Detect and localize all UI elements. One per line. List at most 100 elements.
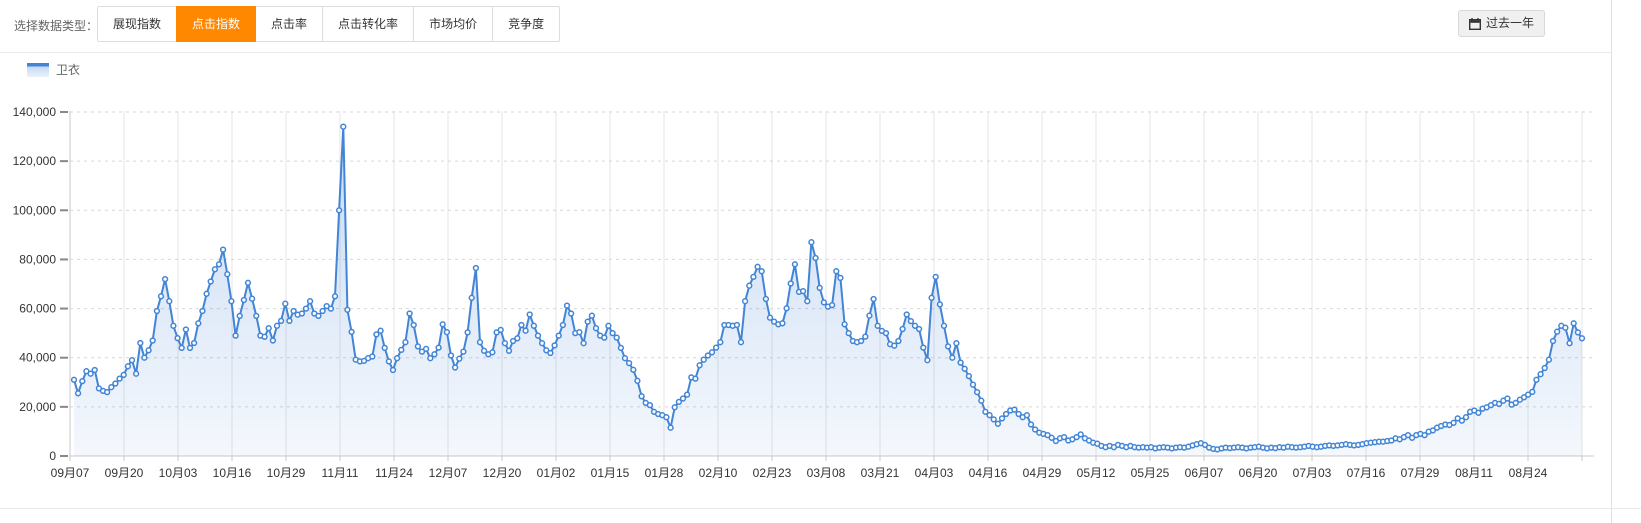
data-point xyxy=(870,295,877,303)
data-point xyxy=(298,310,306,317)
data-point xyxy=(617,344,625,352)
x-axis-label: 09月07 xyxy=(51,466,90,480)
data-point xyxy=(497,326,504,334)
data-point xyxy=(402,339,409,346)
legend-label: 卫衣 xyxy=(56,63,81,77)
data-point xyxy=(186,344,194,352)
x-axis-label: 04月29 xyxy=(1023,466,1062,480)
data-point xyxy=(456,355,463,362)
x-axis-label: 04月16 xyxy=(969,466,1008,480)
data-point xyxy=(422,345,430,353)
data-point xyxy=(1031,426,1039,433)
data-point xyxy=(957,359,964,366)
data-point xyxy=(170,322,177,329)
tab-item-4[interactable]: 市场均价 xyxy=(413,6,494,42)
data-point xyxy=(1404,431,1412,439)
date-range-button[interactable]: 过去一年 xyxy=(1457,10,1545,37)
data-point xyxy=(567,310,575,317)
data-point xyxy=(961,365,968,372)
y-axis-label: 120,000 xyxy=(13,154,57,168)
data-point xyxy=(1077,431,1084,438)
x-axis-label: 11月11 xyxy=(322,466,359,480)
data-point xyxy=(932,273,939,281)
data-point xyxy=(1011,406,1018,413)
data-point xyxy=(754,263,761,270)
data-point xyxy=(451,364,459,371)
data-point xyxy=(737,339,745,346)
data-point xyxy=(994,420,1002,427)
data-point xyxy=(766,314,774,321)
data-point xyxy=(563,302,571,309)
data-point xyxy=(750,273,757,281)
data-point xyxy=(480,347,488,354)
data-type-label: 选择数据类型： xyxy=(14,19,99,33)
data-point xyxy=(679,395,687,402)
data-point xyxy=(936,301,944,308)
data-point xyxy=(178,344,185,352)
data-point xyxy=(663,414,670,421)
data-point xyxy=(982,408,989,415)
data-point xyxy=(468,294,475,301)
data-point xyxy=(779,320,786,327)
x-axis-label: 07月03 xyxy=(1293,466,1332,480)
data-point xyxy=(248,295,256,302)
data-point xyxy=(91,366,98,374)
data-point xyxy=(132,370,140,377)
data-point xyxy=(746,282,753,289)
data-point xyxy=(866,312,873,319)
data-point xyxy=(928,294,935,301)
data-point xyxy=(141,354,148,361)
tab-item-1[interactable]: 点击指数 xyxy=(176,6,257,42)
tab-item-5[interactable]: 竞争度 xyxy=(492,6,561,42)
data-point xyxy=(1015,410,1022,418)
data-point xyxy=(646,401,654,409)
panel-bottom-divider xyxy=(0,508,1641,509)
data-point xyxy=(290,307,297,315)
data-point xyxy=(675,398,683,406)
x-axis-label: 02月10 xyxy=(699,466,738,480)
data-point xyxy=(712,344,720,351)
data-point xyxy=(588,312,596,319)
data-point xyxy=(1060,433,1068,441)
y-axis-label: 20,000 xyxy=(19,400,56,414)
data-point xyxy=(348,328,355,336)
data-point xyxy=(182,326,190,333)
data-point xyxy=(845,329,852,337)
data-point xyxy=(1512,399,1519,407)
legend-item[interactable]: 卫衣 xyxy=(27,61,80,78)
data-point xyxy=(717,339,724,346)
data-point xyxy=(335,207,343,214)
data-point xyxy=(340,123,347,130)
data-point xyxy=(70,376,78,383)
data-type-tab-group: 展现指数 点击指数 点击率 点击转化率 市场均价 竞争度 xyxy=(97,6,561,42)
data-point xyxy=(791,261,799,268)
data-point xyxy=(1574,329,1582,336)
data-point xyxy=(862,333,869,340)
data-point xyxy=(1044,431,1051,439)
x-axis-label: 07月29 xyxy=(1401,466,1440,480)
data-point xyxy=(418,348,426,355)
tab-item-3[interactable]: 点击转化率 xyxy=(322,6,415,42)
x-axis-label: 05月25 xyxy=(1131,466,1170,480)
data-point xyxy=(634,377,641,384)
data-point xyxy=(891,342,898,349)
data-point xyxy=(1537,371,1544,378)
data-point xyxy=(638,393,645,400)
x-axis-label: 11月24 xyxy=(375,466,413,480)
data-point xyxy=(1429,427,1437,434)
data-point xyxy=(124,363,132,370)
data-point xyxy=(269,337,277,344)
legend-swatch xyxy=(27,62,49,77)
data-point xyxy=(265,325,272,332)
data-point xyxy=(253,312,260,320)
data-point xyxy=(841,321,848,328)
data-point xyxy=(215,261,223,268)
data-point xyxy=(762,295,770,303)
data-point xyxy=(857,337,865,345)
x-axis-label: 01月15 xyxy=(591,466,630,480)
date-range-label: 过去一年 xyxy=(1485,16,1534,30)
y-axis-label: 100,000 xyxy=(13,203,57,217)
data-point xyxy=(833,268,840,275)
tab-item-2[interactable]: 点击率 xyxy=(255,6,324,42)
